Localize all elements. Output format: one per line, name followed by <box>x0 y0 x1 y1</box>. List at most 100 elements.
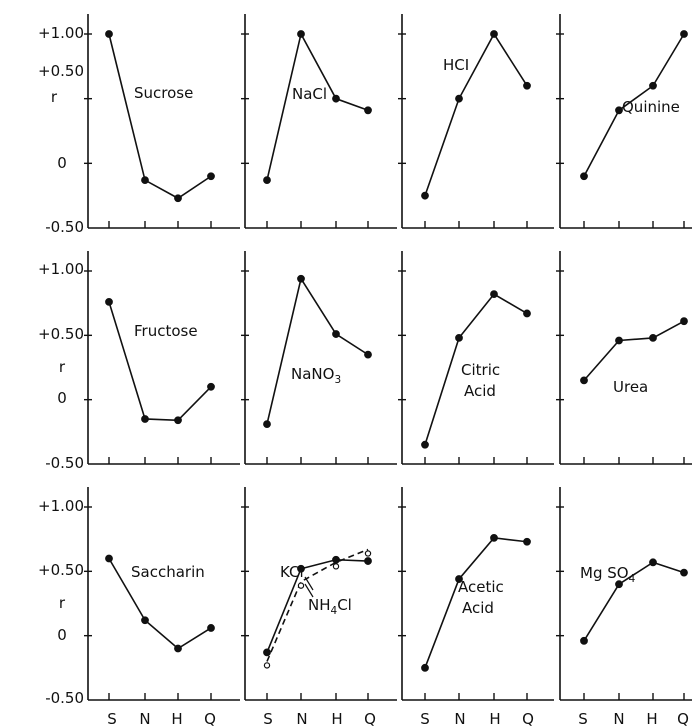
series-line-quinine <box>583 33 685 177</box>
ytick-row1-plus050: +0.50 <box>38 62 84 80</box>
point-citric-acid-n <box>455 334 463 342</box>
series-line-nacl <box>266 31 369 181</box>
xtick-c1-h: H <box>171 710 182 728</box>
point-nacl-h <box>332 94 340 103</box>
series-line-nano3 <box>266 276 369 425</box>
ytick-row3-plus050: +0.50 <box>38 561 84 579</box>
label-sucrose: Sucrose <box>134 84 193 102</box>
point-citric-acid-h <box>490 290 498 299</box>
series-line-urea <box>583 320 685 381</box>
point-hcl-h <box>490 30 498 38</box>
label-kcl: KCl <box>280 563 304 581</box>
point-nano3-q <box>364 350 372 359</box>
xtick-c3-n: N <box>454 710 465 728</box>
label-citric-2: Acid <box>464 382 496 400</box>
point-mg-so4-q <box>680 568 688 577</box>
point-saccharin-h <box>174 644 182 653</box>
label-quinine: Quinine <box>622 98 680 116</box>
point-urea-q <box>680 317 688 326</box>
ytick-row3-plus1: +1.00 <box>38 497 84 515</box>
series-line-fructose <box>108 301 212 422</box>
series-line-saccharin <box>108 558 212 650</box>
point-saccharin-s <box>105 554 113 563</box>
ylabel-row2: r <box>59 358 66 376</box>
point-kcl-q <box>364 557 372 565</box>
point-quinine-n <box>615 106 623 115</box>
label-hcl: HCI <box>443 56 469 74</box>
point-quinine-s <box>580 172 588 181</box>
point-saccharin-q <box>207 624 215 632</box>
point-sucrose-n <box>141 176 149 185</box>
ylabel-row1: r <box>51 88 58 106</box>
point-kcl-s <box>263 648 271 657</box>
point-nh4cl-h <box>332 563 340 570</box>
point-sucrose-s <box>105 30 113 38</box>
point-fructose-q <box>207 382 215 391</box>
ytick-row1-minus050: -0.50 <box>45 218 84 236</box>
series-line-mg-so4 <box>583 561 685 642</box>
nh4cl-pointer <box>304 583 314 598</box>
xtick-c4-q: Q <box>677 710 689 728</box>
point-sucrose-q <box>207 172 215 181</box>
panel-titles: Sucrose NaCl HCI Quinine Fructose NaNO3 … <box>131 56 680 617</box>
xtick-c1-n: N <box>139 710 150 728</box>
point-sucrose-h <box>174 194 182 203</box>
xtick-c4-h: H <box>646 710 657 728</box>
kcl-pointer <box>304 576 314 591</box>
series-line-nh4cl <box>266 548 369 662</box>
label-saccharin: Saccharin <box>131 563 205 581</box>
ytick-row1-plus1: +1.00 <box>38 24 84 42</box>
point-urea-h <box>649 334 657 342</box>
point-hcl-q <box>523 81 531 90</box>
xtick-c4-s: S <box>578 710 588 728</box>
xtick-c2-q: Q <box>364 710 376 728</box>
series-line-citric-acid <box>424 293 528 445</box>
label-nacl: NaCl <box>292 85 327 103</box>
label-citric-1: Citric <box>461 361 500 379</box>
label-nh4cl: NH4Cl <box>308 596 352 617</box>
xtick-c2-h: H <box>331 710 342 728</box>
point-nh4cl-q <box>364 550 372 557</box>
xtick-c1-s: S <box>107 710 117 728</box>
point-hcl-n <box>455 94 463 103</box>
xtick-c2-s: S <box>263 710 273 728</box>
xtick-c3-q: Q <box>522 710 534 728</box>
point-nh4cl-n <box>297 582 305 589</box>
point-citric-acid-s <box>421 440 429 449</box>
label-fructose: Fructose <box>134 322 198 340</box>
ytick-row3-minus050: -0.50 <box>45 689 84 707</box>
point-nacl-n <box>297 30 305 38</box>
y-axis-labels: +1.00 +0.50 r 0 -0.50 +1.00 +0.50 r 0 -0… <box>38 24 84 707</box>
series-line-hcl <box>424 32 528 196</box>
series-line-sucrose <box>108 33 212 200</box>
point-nacl-q <box>364 106 372 115</box>
xtick-c1-q: Q <box>204 710 216 728</box>
label-acetic-2: Acid <box>462 599 494 617</box>
point-urea-n <box>615 336 623 345</box>
point-saccharin-n <box>141 616 149 625</box>
xtick-c4-n: N <box>613 710 624 728</box>
point-kcl-h <box>332 555 340 564</box>
ytick-row3-zero: 0 <box>57 626 67 644</box>
ylabel-row3: r <box>59 594 66 612</box>
ytick-row2-zero: 0 <box>57 389 67 407</box>
label-acetic-1: Acetic <box>458 578 504 596</box>
point-acetic-acid-q <box>523 537 531 546</box>
point-mg-so4-n <box>615 580 623 589</box>
point-acetic-acid-s <box>421 663 429 672</box>
ytick-row2-plus050: +0.50 <box>38 325 84 343</box>
point-fructose-n <box>141 415 149 423</box>
label-urea: Urea <box>613 378 648 396</box>
panels-group <box>84 14 692 701</box>
point-nano3-s <box>263 420 271 429</box>
point-kcl-n <box>297 564 305 573</box>
xtick-c3-s: S <box>420 710 430 728</box>
ytick-row2-minus050: -0.50 <box>45 454 84 472</box>
ytick-row1-zero: 0 <box>57 154 67 172</box>
ytick-row2-plus1: +1.00 <box>38 260 84 278</box>
point-quinine-q <box>680 30 688 38</box>
point-acetic-acid-n <box>455 575 463 583</box>
point-citric-acid-q <box>523 309 531 318</box>
series-line-acetic-acid <box>424 537 528 669</box>
